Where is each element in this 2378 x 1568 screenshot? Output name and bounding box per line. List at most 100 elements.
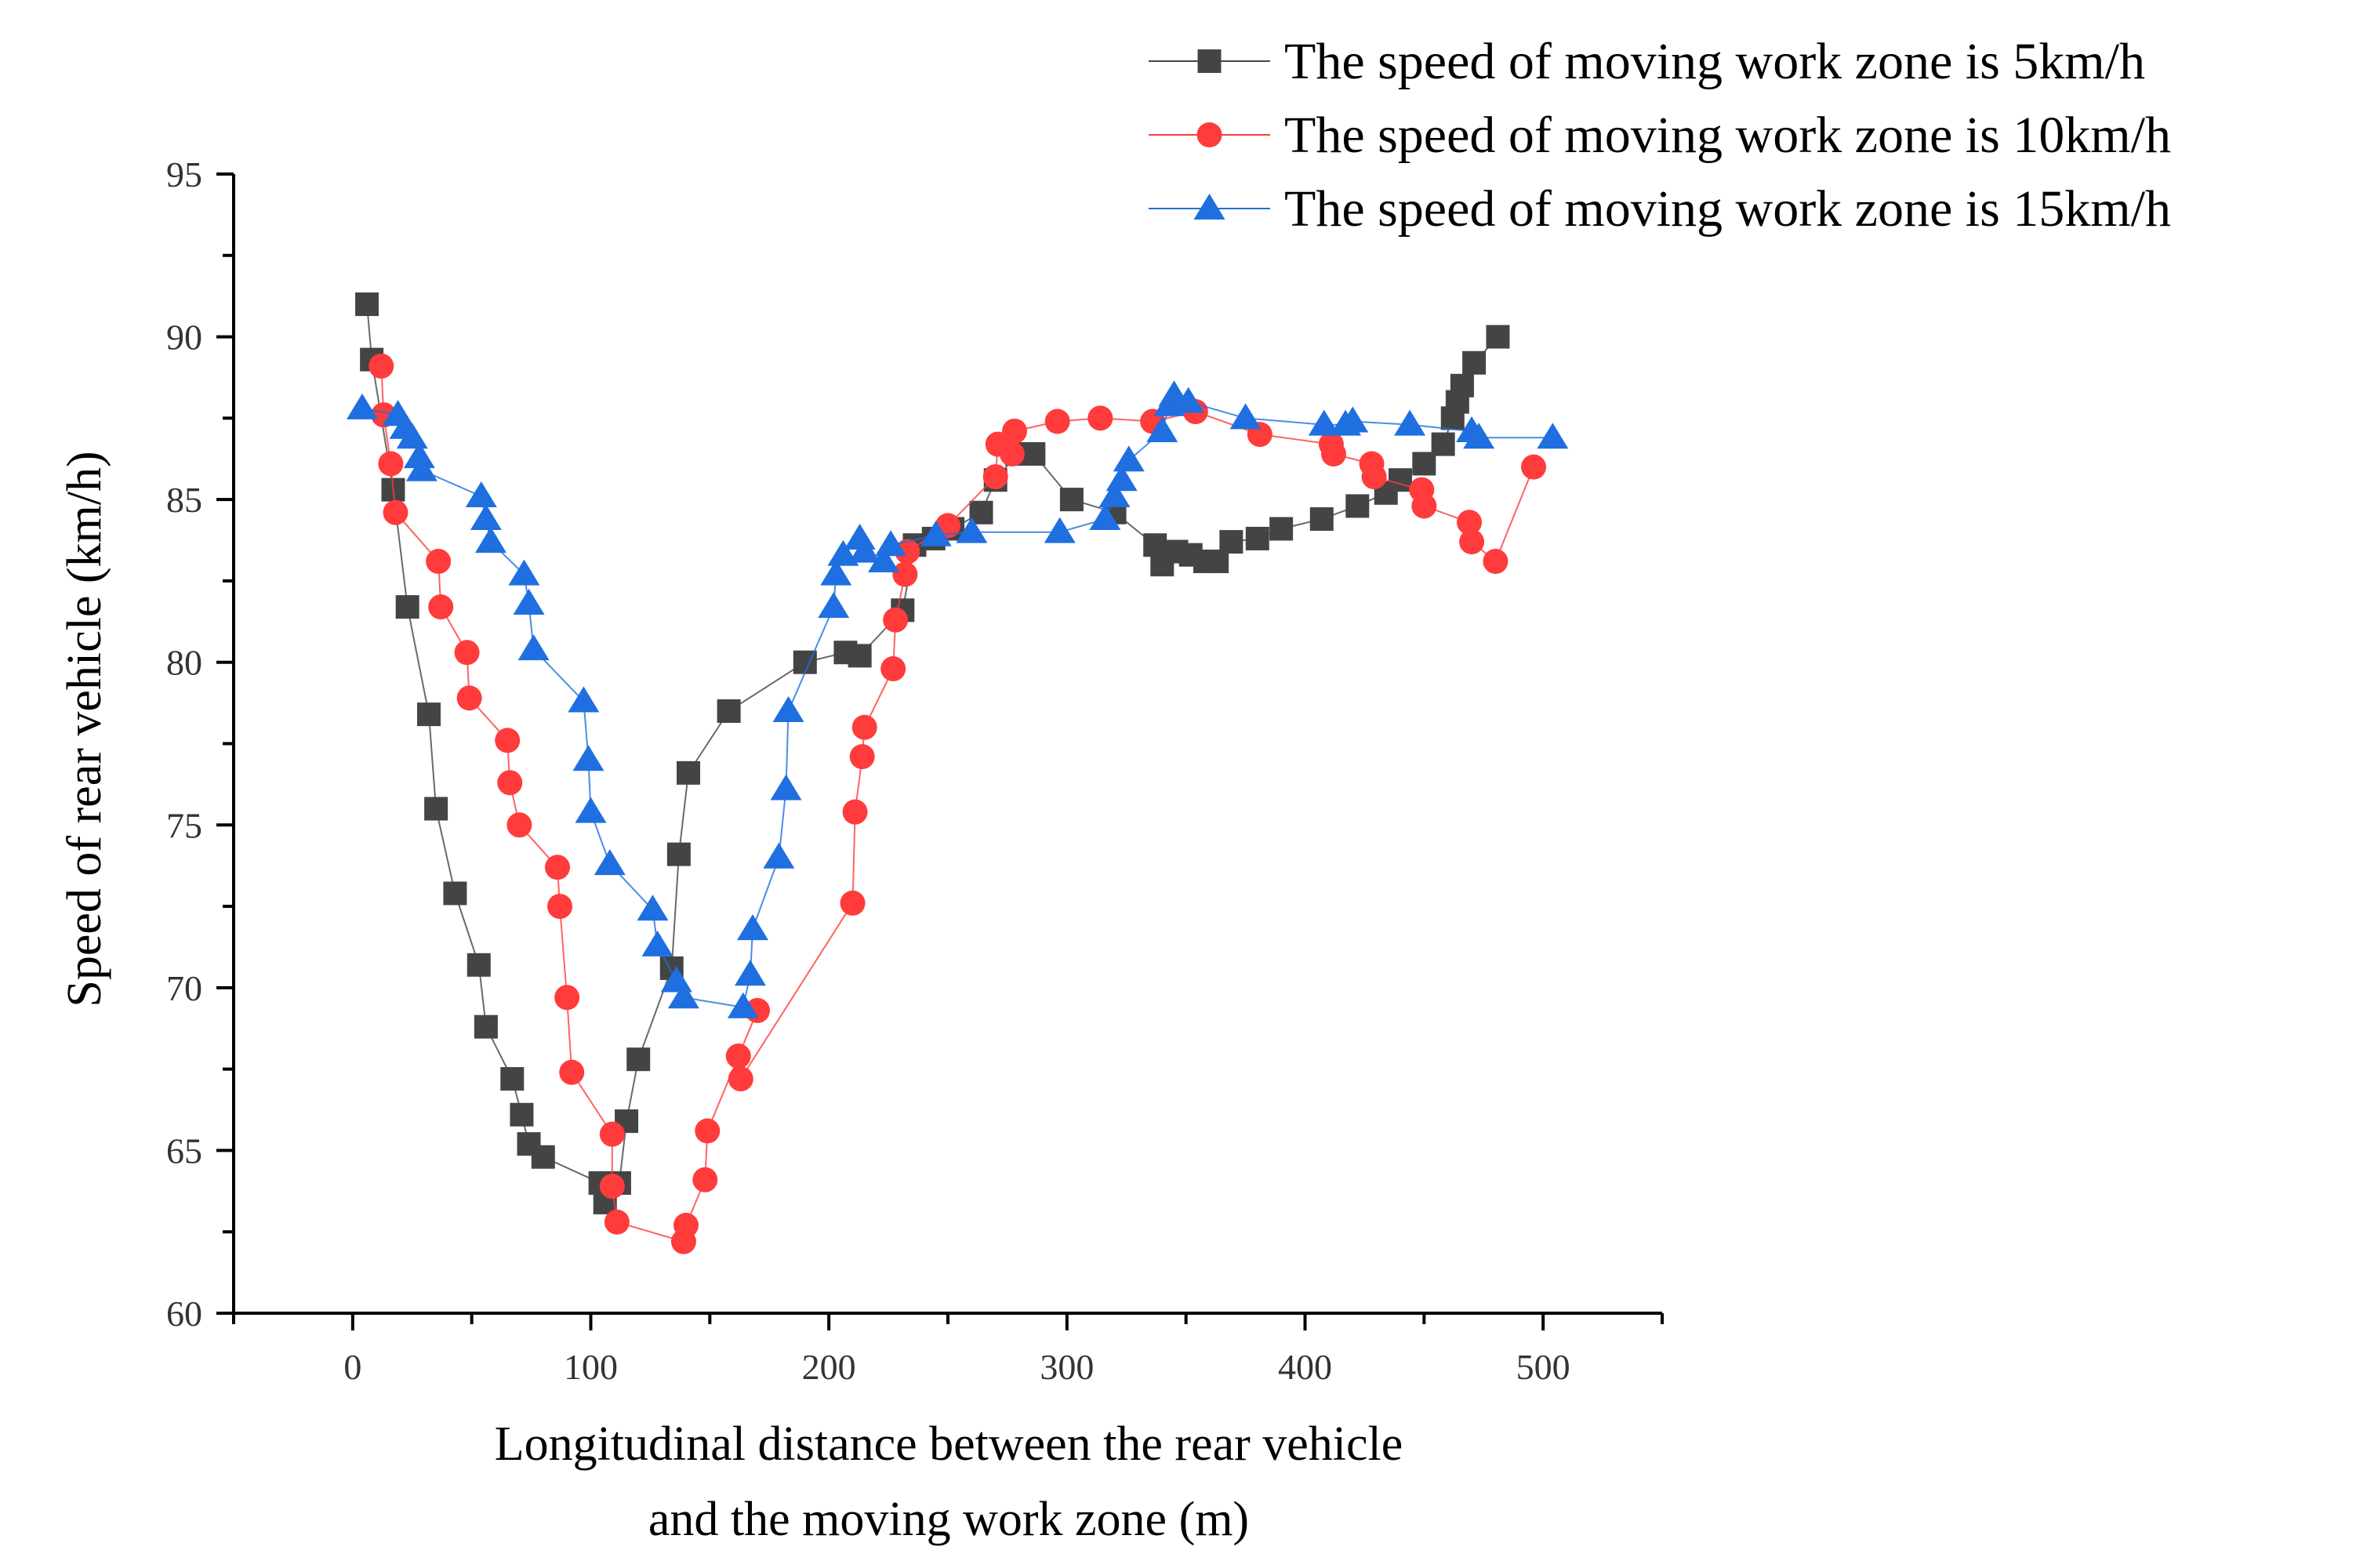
series-3-point: [1172, 387, 1204, 413]
series-3-point: [1308, 409, 1340, 436]
series-1-point: [626, 1047, 651, 1072]
series-1-point: [848, 644, 872, 668]
y-tick-label: 80: [166, 643, 202, 683]
series-3-point: [1537, 423, 1569, 449]
series-2-point: [840, 890, 866, 916]
series-1-point: [1345, 494, 1370, 518]
series-1-point: [1486, 325, 1510, 349]
series-2-point: [892, 561, 918, 587]
series-2-point: [368, 353, 394, 379]
legend-marker: [1196, 122, 1222, 147]
legend-label: The speed of moving work zone is 15km/h: [1284, 180, 2171, 238]
series-2-point: [725, 1044, 751, 1069]
series-2-point: [1044, 408, 1070, 434]
series-2-point: [599, 1174, 625, 1200]
series-2-point: [378, 451, 404, 477]
series-1-point: [717, 699, 741, 723]
series-2-point: [851, 714, 877, 740]
series-3-point: [818, 592, 850, 619]
y-tick-label: 65: [166, 1131, 202, 1171]
y-axis-title: Speed of rear vehicle (km/h): [58, 451, 111, 1007]
y-tick-label: 70: [166, 968, 202, 1008]
series-1-point: [1462, 350, 1487, 375]
series-3-point: [474, 527, 506, 554]
series-3-point: [1337, 406, 1369, 433]
plot-area: [346, 292, 1569, 1254]
series-3-point: [641, 930, 673, 956]
series-3-point: [848, 536, 880, 563]
y-tick-label: 85: [166, 480, 202, 520]
series-1-point: [355, 292, 379, 317]
series-2-point: [1521, 454, 1547, 480]
legend-label: The speed of moving work zone is 5km/h: [1284, 33, 2145, 90]
series-2-point: [506, 812, 532, 838]
series-3-point: [1044, 517, 1076, 543]
series-3-point: [508, 559, 540, 586]
series-2-point: [673, 1212, 699, 1238]
series-3-point: [763, 842, 795, 869]
series-3-point: [770, 774, 802, 800]
series-1-point: [510, 1102, 534, 1127]
series-1-point: [1309, 507, 1334, 532]
series-2-point: [604, 1209, 630, 1235]
series-1-point: [1388, 468, 1412, 492]
legend-marker: [1197, 49, 1222, 73]
series-3-point: [772, 695, 804, 722]
series-1-point: [1431, 432, 1455, 456]
series-2-point: [426, 549, 452, 575]
series-1-point: [531, 1145, 555, 1169]
series-3-point: [820, 559, 852, 586]
series-3-point: [956, 517, 988, 543]
series-3-point: [575, 797, 607, 823]
series-3-point: [405, 455, 437, 481]
series-3-point: [594, 849, 626, 876]
series-1-point: [666, 842, 691, 866]
series-3-point: [875, 530, 907, 557]
series-3-point: [1146, 416, 1178, 442]
series-3-point: [517, 634, 550, 661]
series-3-point: [1113, 445, 1145, 472]
legend-entry-2: The speed of moving work zone is 10km/h: [1149, 107, 2171, 164]
series-3-point: [868, 546, 900, 573]
series-2-point: [1320, 441, 1346, 467]
series-2-point: [1361, 464, 1387, 490]
series-2-point: [1087, 405, 1113, 431]
series-2-point: [1483, 549, 1508, 575]
x-tick-label: 500: [1516, 1347, 1570, 1387]
series-3-point: [1089, 504, 1121, 531]
series-3-point: [568, 686, 600, 713]
series-1: [355, 292, 1510, 1214]
series-3-point: [1098, 481, 1131, 507]
y-tick-label: 60: [166, 1294, 202, 1334]
series-2-point: [880, 656, 906, 682]
series-3-point: [1229, 403, 1262, 430]
series-3-point: [734, 960, 766, 986]
series-3-point: [727, 992, 759, 1018]
series-3-point: [920, 520, 952, 546]
series-1-point: [677, 760, 701, 785]
series-3-point: [513, 588, 545, 615]
y-tick-label: 90: [166, 318, 202, 358]
series-2-point: [895, 539, 920, 564]
series-2-point: [383, 499, 408, 525]
legend-entry-3: The speed of moving work zone is 15km/h: [1149, 180, 2171, 238]
x-tick-label: 0: [343, 1347, 361, 1387]
series-2-point: [554, 985, 580, 1011]
series-3-point: [736, 914, 768, 941]
series-2-point: [559, 1059, 585, 1085]
legend-marker: [1193, 194, 1225, 220]
series-2: [368, 353, 1547, 1254]
series-3-point: [572, 745, 604, 771]
series-1-point: [1022, 442, 1046, 466]
series-2-point: [495, 728, 521, 753]
series-2-point: [1457, 510, 1483, 535]
series-3-point: [403, 442, 435, 469]
series-1-point: [1059, 488, 1084, 512]
series-2-point: [1459, 529, 1485, 555]
x-axis-title-line-1: Longitudinal distance between the rear v…: [495, 1417, 1403, 1471]
series-3-point: [465, 481, 497, 507]
x-tick-label: 300: [1040, 1347, 1094, 1387]
series-3: [346, 380, 1569, 1018]
series-2-point: [692, 1167, 718, 1192]
